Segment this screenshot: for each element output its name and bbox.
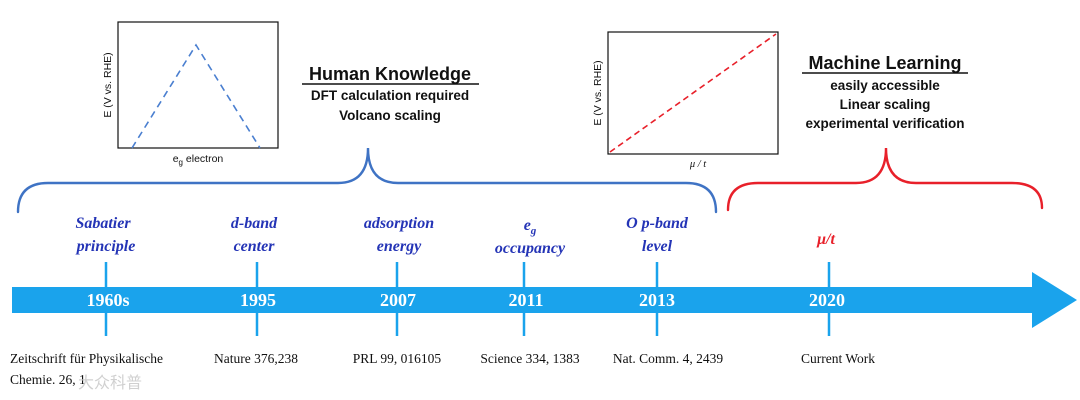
volcano-plot-xlabel: eg electron	[173, 153, 224, 167]
milestone-year: 1995	[240, 290, 276, 310]
milestone-year: 2011	[508, 290, 543, 310]
milestone: d-band center 1995 Nature 376,238	[214, 215, 298, 366]
timeline-arrow	[12, 272, 1077, 328]
milestone: adsorption energy 2007 PRL 99, 016105	[353, 215, 442, 366]
milestone-year: 2020	[809, 290, 845, 310]
milestone: Sabatier principle 1960s Zeitschrift für…	[10, 215, 163, 387]
linear-curve	[609, 33, 777, 153]
milestone-reference: Science 334, 1383	[480, 351, 580, 366]
milestone-concept: d-band	[231, 215, 278, 232]
volcano-plot-frame	[117, 21, 279, 149]
milestone-concept: O p-band	[626, 215, 689, 232]
milestone-concept: adsorption	[364, 215, 434, 232]
linear-plot: E (V vs. RHE) μ / t	[592, 31, 779, 170]
milestone-concept: Sabatier	[75, 215, 131, 232]
milestone-concept: energy	[377, 238, 422, 255]
milestone: O p-band level 2013 Nat. Comm. 4, 2439	[613, 215, 723, 366]
human-knowledge-bracket	[16, 147, 718, 214]
milestone-concept: center	[234, 238, 276, 255]
machine-learning-line: Linear scaling	[840, 97, 931, 112]
watermark: 大众科普	[78, 374, 142, 392]
machine-learning-line: experimental verification	[805, 116, 964, 131]
milestone-year: 2013	[639, 290, 675, 310]
milestone-concept: eg	[524, 217, 537, 237]
volcano-curve	[131, 43, 261, 149]
milestone-concept: level	[642, 238, 673, 255]
milestone-year: 2007	[380, 290, 416, 310]
milestone-concept: principle	[75, 238, 136, 255]
milestone-reference: Current Work	[801, 351, 875, 366]
human-knowledge-line: DFT calculation required	[311, 88, 469, 103]
milestone-reference: PRL 99, 016105	[353, 351, 442, 366]
volcano-plot: E (V vs. RHE) eg electron	[102, 21, 279, 167]
human-knowledge-title: Human Knowledge	[309, 64, 471, 84]
milestone-reference: Zeitschrift für Physikalische	[10, 351, 163, 366]
linear-plot-xlabel: μ / t	[689, 159, 707, 170]
milestone-reference: Nature 376,238	[214, 351, 298, 366]
machine-learning-line: easily accessible	[830, 78, 940, 93]
milestone: μ/t 2020 Current Work	[801, 231, 875, 366]
milestone-reference: Nat. Comm. 4, 2439	[613, 351, 723, 366]
human-knowledge-line: Volcano scaling	[339, 108, 441, 123]
machine-learning-bracket	[726, 147, 1044, 212]
milestone-concept: μ/t	[816, 231, 835, 248]
volcano-plot-ylabel: E (V vs. RHE)	[102, 52, 114, 117]
milestone-concept: occupancy	[495, 240, 566, 257]
milestone-year: 1960s	[86, 290, 129, 310]
machine-learning-block: Machine Learning easily accessible Linea…	[802, 53, 968, 131]
linear-plot-ylabel: E (V vs. RHE)	[592, 60, 604, 125]
milestone-reference: Chemie. 26, 1	[10, 372, 86, 387]
milestone: eg occupancy 2011 Science 334, 1383	[480, 217, 580, 366]
machine-learning-title: Machine Learning	[808, 53, 961, 73]
human-knowledge-block: Human Knowledge DFT calculation required…	[302, 64, 479, 123]
